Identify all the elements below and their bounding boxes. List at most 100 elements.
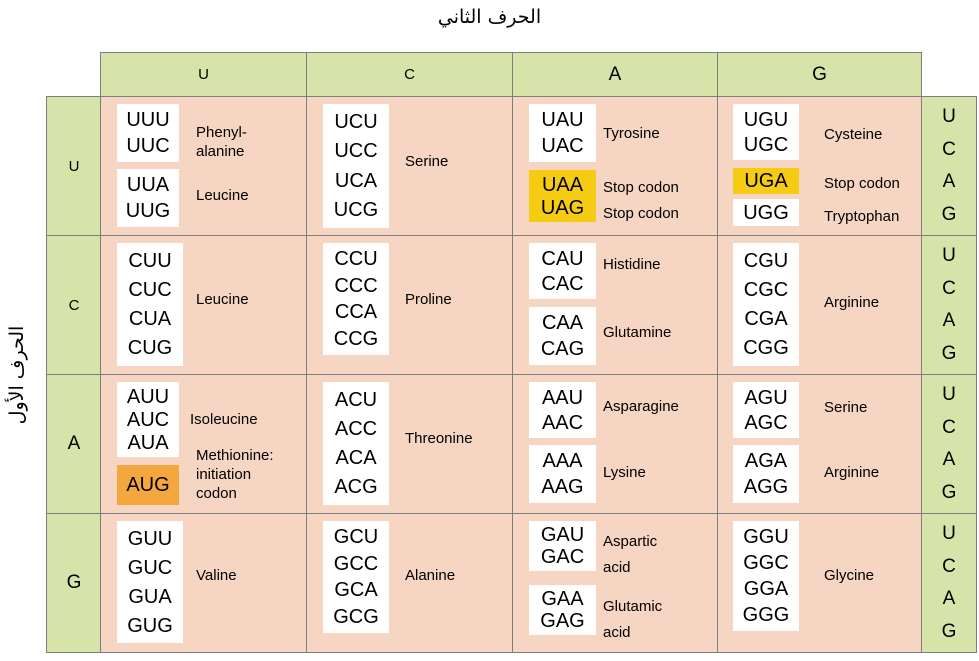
- codon: GCG: [333, 605, 379, 628]
- codon: AAA: [542, 450, 583, 472]
- codon: UCG: [333, 199, 379, 222]
- codon-box: UAU UAC: [529, 104, 596, 162]
- codon: GUC: [127, 556, 173, 579]
- column-header-a: A: [512, 52, 718, 97]
- codon-box: GAA GAG: [529, 585, 596, 635]
- codon-box: UCU UCC UCA UCG: [323, 104, 389, 228]
- amino-acid-label: Stop codon Stop codon: [603, 179, 679, 222]
- codon: UAG: [540, 196, 585, 219]
- codon: AAG: [541, 476, 584, 498]
- amino-acid-label: Valine: [196, 567, 237, 584]
- third-letter: C: [942, 138, 956, 160]
- third-letter: A: [942, 171, 956, 193]
- third-letter-column-row-c: U C A G: [921, 235, 977, 375]
- codon-box: UUA UUG: [117, 169, 179, 227]
- amino-acid-label: Glycine: [824, 567, 875, 584]
- codon: ACC: [334, 417, 378, 440]
- third-letter: C: [942, 277, 956, 299]
- codon: UGU: [743, 108, 789, 131]
- amino-acid-label: Glutamic acid: [603, 598, 663, 641]
- codon: AGA: [744, 450, 788, 472]
- amino-acid-label: Aspartic acid: [603, 533, 658, 576]
- amino-acid-label: Arginine: [824, 464, 880, 481]
- third-letter: U: [942, 106, 956, 128]
- amino-acid-label: Leucine: [196, 187, 249, 204]
- codon: UUG: [125, 200, 171, 222]
- codon: UAC: [541, 135, 584, 157]
- codon: GAA: [541, 588, 584, 610]
- codon-box: GAU GAC: [529, 521, 596, 571]
- amino-acid-label: Serine: [405, 153, 449, 170]
- codon-box: AGU AGC: [733, 382, 799, 438]
- codon: GGG: [742, 604, 790, 626]
- third-letter: U: [942, 245, 956, 267]
- codon: UUU: [126, 109, 170, 131]
- codon: UAU: [541, 109, 584, 131]
- row-header-u: U: [46, 96, 102, 236]
- codon: UUA: [126, 174, 170, 196]
- codon: GAU: [540, 524, 585, 546]
- third-letter: C: [942, 416, 956, 438]
- third-letter-column-row-a: U C A G: [921, 374, 977, 514]
- third-letter: U: [942, 523, 956, 545]
- amino-acid-label: Threonine: [405, 430, 473, 447]
- codon: ACG: [334, 476, 378, 499]
- codon: AAU: [541, 386, 584, 409]
- amino-acid-label: Phenyl- alanine: [196, 124, 247, 160]
- third-letter: U: [942, 384, 956, 406]
- codon: CUU: [128, 249, 172, 272]
- codon: UGG: [743, 201, 789, 224]
- third-letter: A: [942, 310, 956, 332]
- codon: CGU: [743, 249, 789, 272]
- codon-box: CGU CGC CGA CGG: [733, 243, 799, 366]
- amino-acid-label: Stop codon: [824, 175, 900, 192]
- codon-box: AAA AAG: [529, 445, 596, 503]
- codon: AUG: [126, 474, 170, 496]
- column-header-u: U: [100, 52, 307, 97]
- codon: UGA: [744, 170, 788, 192]
- second-letter-title: الحرف الثاني: [437, 6, 542, 28]
- codon: AUA: [127, 431, 169, 454]
- row-header-c: C: [46, 235, 102, 375]
- codon: CAG: [540, 338, 585, 360]
- amino-acid-label: Tryptophan: [824, 208, 900, 225]
- codon: GCC: [333, 552, 379, 575]
- first-letter-title: الحرف الأول: [6, 325, 28, 425]
- codon-box: CCU CCC CCA CCG: [323, 243, 389, 355]
- amino-acid-label: Lysine: [603, 464, 646, 481]
- codon-box: AUU AUC AUA: [117, 382, 179, 457]
- codon: CAA: [541, 312, 584, 334]
- codon: UCC: [334, 140, 378, 163]
- codon-box: GUU GUC GUA GUG: [117, 521, 183, 643]
- codon: GUG: [127, 614, 173, 637]
- amino-acid-label: Isoleucine: [190, 411, 258, 428]
- amino-acid-label: Methionine: initiation codon: [196, 447, 274, 502]
- third-letter: C: [942, 555, 956, 577]
- codon-box: GCU GCC GCA GCG: [323, 521, 389, 633]
- stop-codon-box: UAA UAG: [529, 170, 596, 222]
- column-header-c: C: [306, 52, 513, 97]
- third-letter: G: [941, 342, 957, 364]
- codon: CCG: [333, 327, 379, 350]
- codon: AGC: [744, 411, 788, 434]
- codon: GGU: [743, 526, 789, 548]
- codon: CUC: [128, 278, 172, 301]
- third-letter-column-row-g: U C A G: [921, 513, 977, 653]
- third-letter: G: [941, 620, 957, 642]
- row-header-a: A: [46, 374, 102, 514]
- codon: CCA: [334, 301, 378, 324]
- codon-box: GGU GGC GGA GGG: [733, 521, 799, 631]
- codon: AGU: [744, 386, 788, 409]
- third-letter: G: [941, 481, 957, 503]
- codon: GAG: [540, 610, 585, 632]
- third-letter: G: [941, 203, 957, 225]
- third-letter-column-row-u: U C A G: [921, 96, 977, 236]
- codon: UGC: [743, 133, 789, 156]
- codon: AUC: [126, 408, 170, 431]
- amino-acid-label: Cysteine: [824, 126, 883, 143]
- codon: GGA: [743, 578, 789, 600]
- amino-acid-label: Proline: [405, 291, 452, 308]
- codon: CCC: [334, 274, 378, 297]
- codon: AGG: [743, 476, 789, 498]
- codon-box: CAA CAG: [529, 307, 596, 365]
